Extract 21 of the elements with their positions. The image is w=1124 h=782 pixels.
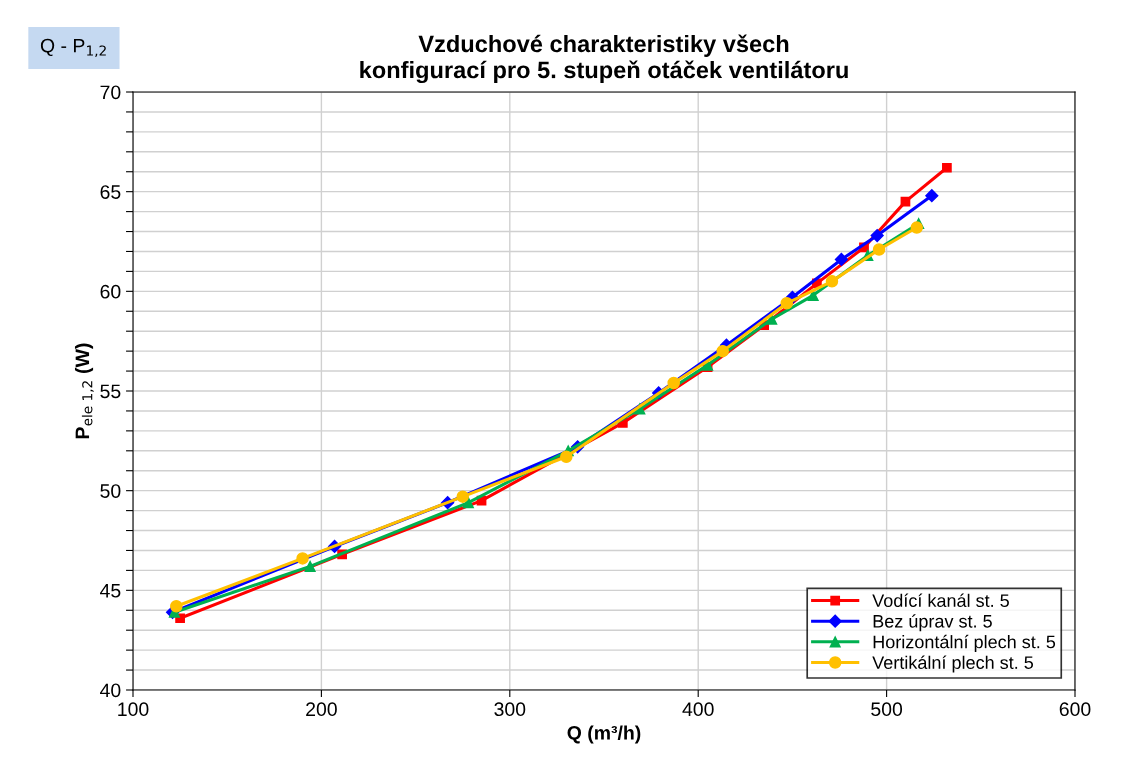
text: Q - P$_{1,2}$	[40, 38, 106, 58]
y-tick-label: 40	[100, 683, 121, 698]
y-tick-label: 45	[100, 584, 121, 598]
x-tick-label: 600	[1059, 702, 1091, 717]
y-tick-label: 50	[100, 484, 121, 498]
x-tick-label: 100	[118, 702, 149, 717]
y-tick-label: 70	[100, 85, 121, 100]
legend-label: Horizontální plech st. 5	[873, 634, 1056, 652]
legend-label: Bez úprav st. 5	[873, 614, 992, 632]
x-tick-label: 300	[494, 702, 526, 717]
y-tick-label: 55	[100, 384, 121, 399]
x-tick-label: 400	[682, 702, 714, 717]
chart-title: Vzduchové charakteristiky všech konfigurací pro 5. stupeň otáček ventilátoru	[360, 34, 848, 84]
x-axis-title: Q (m³/h)	[567, 725, 641, 744]
y-tick-label: 65	[100, 185, 121, 199]
y-tick-label: 60	[100, 284, 121, 299]
x-tick-label: 500	[871, 702, 903, 717]
y-axis-title: P$_{ele 1,2}$ (W)	[74, 343, 94, 439]
legend-label: Vodící kanál st. 5	[872, 593, 1009, 608]
x-tick-label: 200	[306, 702, 337, 717]
legend-label: Vertikální plech st. 5	[872, 655, 1034, 673]
